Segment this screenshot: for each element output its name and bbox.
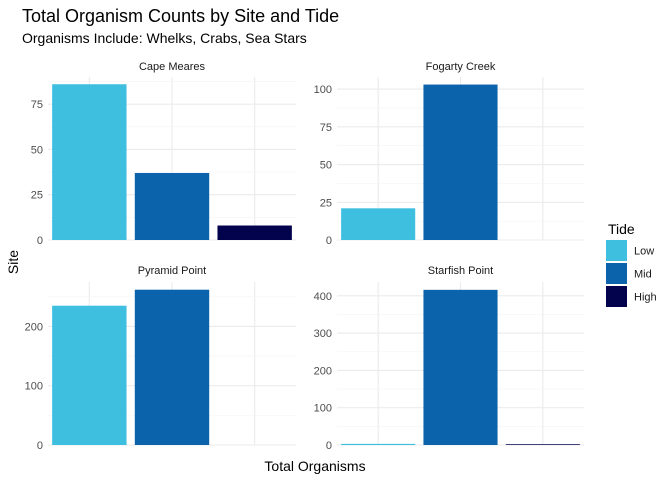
facet-cape-meares: Cape Meares 0 25 50 75 bbox=[31, 61, 296, 247]
bar-mid bbox=[134, 289, 210, 445]
y-tick-label: 100 bbox=[314, 403, 332, 415]
bar-high bbox=[217, 225, 292, 240]
y-tick-label: 0 bbox=[326, 235, 332, 247]
chart-title: Total Organism Counts by Site and Tide bbox=[22, 6, 339, 26]
y-tick-label: 0 bbox=[37, 440, 43, 452]
y-tick-label: 200 bbox=[314, 365, 332, 377]
facet-label: Starfish Point bbox=[428, 265, 493, 277]
y-tick-label: 25 bbox=[320, 197, 332, 209]
y-tick-label: 75 bbox=[31, 99, 43, 111]
y-tick-label: 400 bbox=[314, 291, 332, 303]
chart-subtitle: Organisms Include: Whelks, Crabs, Sea St… bbox=[22, 30, 307, 46]
bar-mid bbox=[423, 289, 498, 445]
legend-title: Tide bbox=[608, 221, 635, 237]
bar-mid bbox=[134, 172, 210, 240]
legend-key-mid bbox=[606, 263, 627, 284]
bar-low bbox=[52, 84, 127, 240]
facet-fogarty-creek: Fogarty Creek 0 25 50 75 100 bbox=[314, 61, 584, 247]
facet-starfish-point: Starfish Point 0 100 200 300 400 bbox=[314, 265, 584, 452]
y-tick-label: 0 bbox=[37, 235, 43, 247]
y-tick-label: 300 bbox=[314, 328, 332, 340]
bar-low bbox=[341, 208, 416, 240]
legend-key-high bbox=[606, 286, 627, 307]
facet-pyramid-point: Pyramid Point 0 100 200 bbox=[25, 265, 296, 452]
facet-label: Fogarty Creek bbox=[426, 61, 496, 73]
legend-label-low: Low bbox=[634, 246, 654, 258]
y-tick-label: 0 bbox=[326, 440, 332, 452]
y-tick-label: 75 bbox=[320, 122, 332, 134]
facet-label: Pyramid Point bbox=[138, 265, 206, 277]
legend-label-mid: Mid bbox=[634, 269, 652, 281]
facet-panels: Cape Meares 0 25 50 75 Fogarty Creek 0 25 50 75 10… bbox=[25, 61, 584, 452]
y-tick-label: 25 bbox=[31, 190, 43, 202]
bar-high bbox=[505, 444, 580, 445]
y-tick-label: 100 bbox=[25, 381, 43, 393]
legend-label-high: High bbox=[634, 292, 657, 304]
y-tick-label: 50 bbox=[320, 160, 332, 172]
y-axis-title: Site bbox=[5, 250, 21, 274]
bar-low bbox=[341, 443, 416, 445]
legend-key-low bbox=[606, 240, 627, 261]
bar-mid bbox=[423, 84, 498, 240]
x-axis-title: Total Organisms bbox=[264, 458, 365, 474]
facet-label: Cape Meares bbox=[139, 61, 206, 73]
legend: Tide Low Mid High bbox=[606, 221, 657, 307]
y-tick-label: 200 bbox=[25, 321, 43, 333]
bar-low bbox=[52, 305, 127, 445]
y-tick-label: 100 bbox=[314, 84, 332, 96]
y-tick-label: 50 bbox=[31, 144, 43, 156]
